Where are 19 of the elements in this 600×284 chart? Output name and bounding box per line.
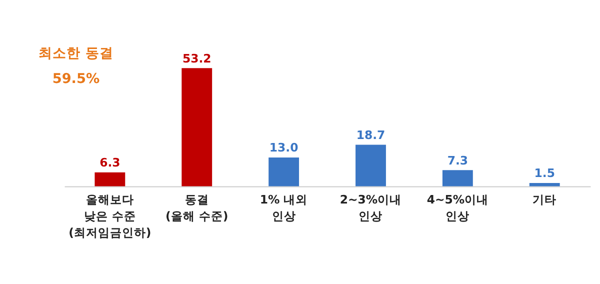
data-label: 13.0 bbox=[269, 140, 298, 155]
bar bbox=[94, 172, 126, 186]
data-label: 6.3 bbox=[100, 155, 120, 170]
x-tick-label: 1% 내외 인상 bbox=[260, 192, 308, 223]
bar bbox=[268, 157, 300, 186]
data-label: 18.7 bbox=[356, 128, 386, 142]
data-label: 53.2 bbox=[182, 51, 212, 66]
data-label: 7.3 bbox=[447, 153, 468, 168]
x-tick-label: 동결 (올해 수준) bbox=[166, 192, 228, 223]
bar bbox=[182, 68, 212, 186]
bar bbox=[442, 170, 473, 186]
data-label: 1.5 bbox=[534, 166, 555, 180]
x-tick-label: 올해보다 낮은 수준 (최저임금인하) bbox=[68, 192, 152, 240]
x-tick-label: 기타 bbox=[532, 192, 557, 206]
x-tick-label: 2~3%이내 인상 bbox=[340, 192, 402, 223]
bar bbox=[529, 182, 560, 186]
x-tick-label: 4~5%이내 인상 bbox=[426, 192, 489, 223]
bar bbox=[356, 144, 386, 186]
annotation: 최소한 동결 59.5% bbox=[38, 46, 114, 88]
